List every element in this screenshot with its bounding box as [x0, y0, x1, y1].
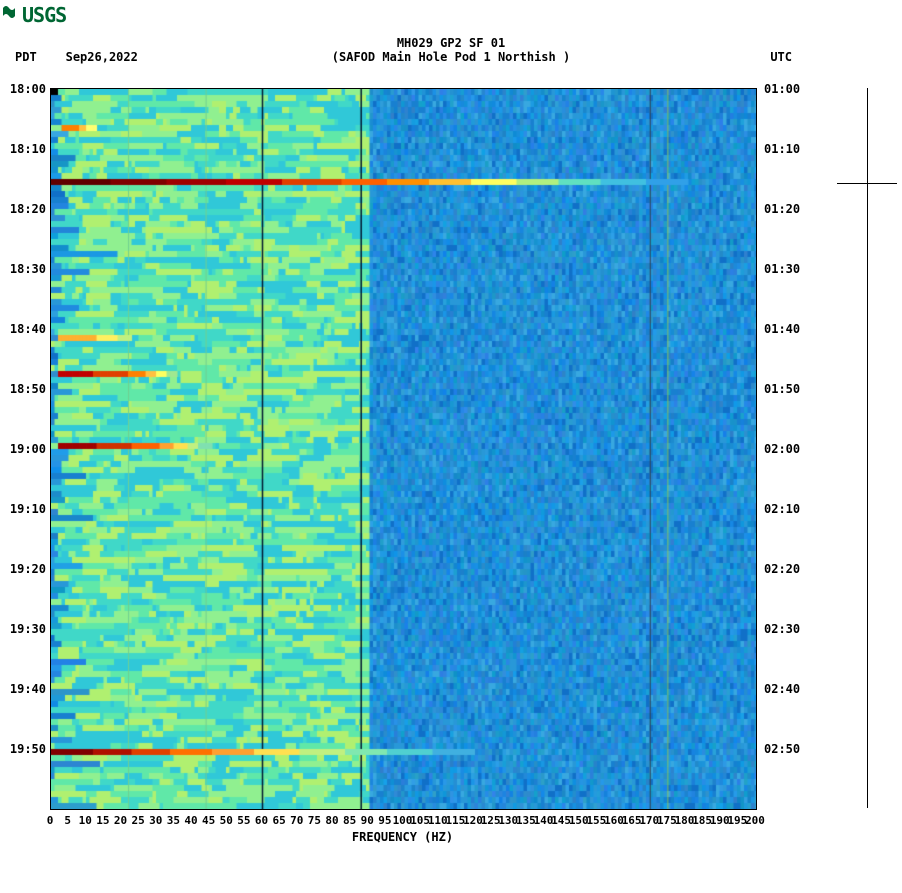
x-tick: 95 — [378, 814, 391, 827]
y-left-tick: 19:20 — [10, 562, 46, 576]
y-left-tick: 18:10 — [10, 142, 46, 156]
x-tick: 90 — [361, 814, 374, 827]
x-axis: FREQUENCY (HZ) 05 10 15 20 25 30 35 40 45 50 55 60 6… — [50, 812, 755, 852]
y-right-tick: 01:00 — [764, 82, 800, 96]
x-tick: 10 — [79, 814, 92, 827]
y-left-tick: 19:00 — [10, 442, 46, 456]
x-tick: 5 — [64, 814, 71, 827]
x-tick: 20 — [114, 814, 127, 827]
x-tick: 30 — [149, 814, 162, 827]
y-left-tick: 19:30 — [10, 622, 46, 636]
spectrogram-plot — [50, 88, 757, 810]
logo-wave-icon — [2, 2, 20, 27]
x-tick: 70 — [290, 814, 303, 827]
spectrogram-canvas — [51, 89, 756, 809]
y-right-tick: 02:30 — [764, 622, 800, 636]
logo-text: USGS — [22, 3, 66, 27]
usgs-logo: USGS — [2, 2, 66, 27]
y-right-tick: 02:40 — [764, 682, 800, 696]
x-tick: 15 — [96, 814, 109, 827]
y-right-tick: 02:10 — [764, 502, 800, 516]
chart-title: MH029 GP2 SF 01 — [0, 36, 902, 50]
y-left-tick: 19:50 — [10, 742, 46, 756]
x-tick: 200 — [745, 814, 765, 827]
x-tick: 65 — [273, 814, 286, 827]
timezone-left: PDT Sep26,2022 — [15, 50, 138, 64]
y-right-tick: 02:20 — [764, 562, 800, 576]
side-marker-vertical — [867, 88, 868, 808]
y-right-tick: 01:50 — [764, 382, 800, 396]
y-right-tick: 01:30 — [764, 262, 800, 276]
x-tick: 80 — [325, 814, 338, 827]
x-tick: 85 — [343, 814, 356, 827]
x-tick: 75 — [308, 814, 321, 827]
tz-right-label: UTC — [770, 50, 792, 64]
y-left-tick: 18:00 — [10, 82, 46, 96]
y-right-tick: 01:20 — [764, 202, 800, 216]
x-tick: 0 — [47, 814, 54, 827]
y-right-tick: 02:50 — [764, 742, 800, 756]
y-axis-right: 01:0001:1001:2001:3001:4001:5002:0002:10… — [762, 88, 812, 808]
x-tick: 45 — [202, 814, 215, 827]
y-left-tick: 19:10 — [10, 502, 46, 516]
timezone-right: UTC — [770, 50, 792, 64]
x-tick: 50 — [220, 814, 233, 827]
x-tick: 40 — [184, 814, 197, 827]
y-left-tick: 18:50 — [10, 382, 46, 396]
x-axis-label: FREQUENCY (HZ) — [50, 830, 755, 844]
x-tick: 60 — [255, 814, 268, 827]
y-right-tick: 01:10 — [764, 142, 800, 156]
y-axis-left: 18:0018:1018:2018:3018:4018:5019:0019:10… — [8, 88, 48, 808]
y-left-tick: 18:40 — [10, 322, 46, 336]
side-marker-horizontal — [837, 183, 897, 184]
y-left-tick: 18:30 — [10, 262, 46, 276]
x-tick: 55 — [237, 814, 250, 827]
y-left-tick: 19:40 — [10, 682, 46, 696]
x-tick: 35 — [167, 814, 180, 827]
y-right-tick: 01:40 — [764, 322, 800, 336]
side-marker — [837, 88, 897, 808]
x-tick: 25 — [132, 814, 145, 827]
tz-date: Sep26,2022 — [66, 50, 138, 64]
y-right-tick: 02:00 — [764, 442, 800, 456]
tz-left-label: PDT — [15, 50, 37, 64]
y-left-tick: 18:20 — [10, 202, 46, 216]
